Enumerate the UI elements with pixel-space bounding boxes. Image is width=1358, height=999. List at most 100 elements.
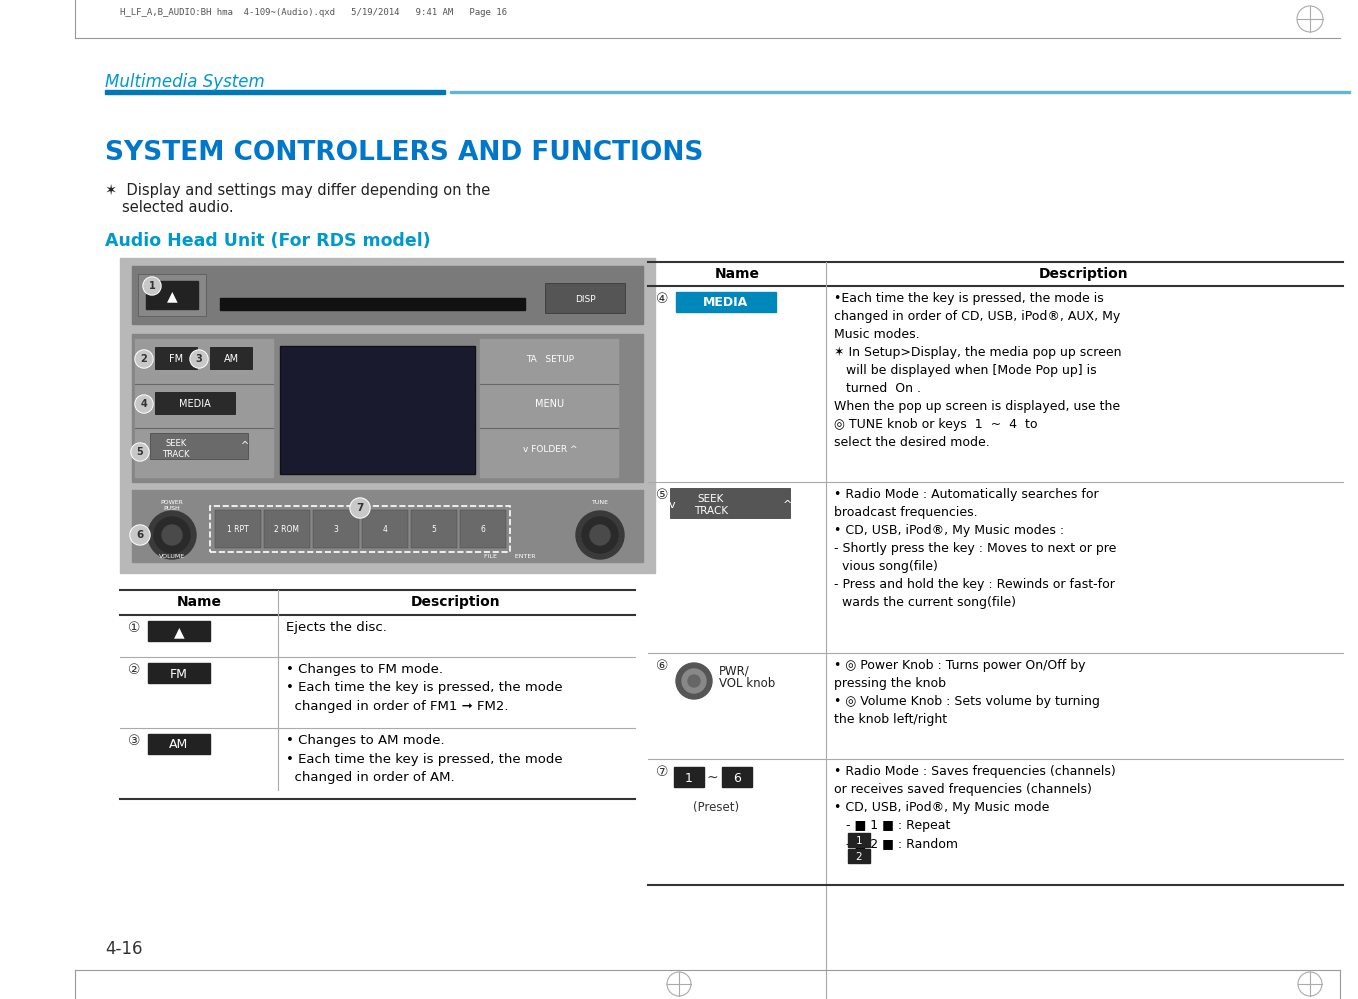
Circle shape <box>583 517 618 553</box>
Bar <box>449 91 1350 93</box>
Bar <box>676 292 775 312</box>
Text: TA   SETUP: TA SETUP <box>526 355 574 364</box>
Text: 1: 1 <box>684 771 693 784</box>
Bar <box>155 392 235 414</box>
Circle shape <box>136 351 152 367</box>
Bar <box>147 281 198 309</box>
Text: ^: ^ <box>782 500 792 510</box>
Text: ②: ② <box>128 663 140 677</box>
Text: • Radio Mode : Saves frequencies (channels)
or receives saved frequencies (chann: • Radio Mode : Saves frequencies (channe… <box>834 765 1116 850</box>
Text: ⑥: ⑥ <box>656 659 668 673</box>
Bar <box>674 767 703 787</box>
Text: 5: 5 <box>137 447 144 457</box>
Bar <box>363 510 407 548</box>
Text: 4: 4 <box>141 399 148 409</box>
Text: •Each time the key is pressed, the mode is
changed in order of CD, USB, iPod®, A: •Each time the key is pressed, the mode … <box>834 292 1122 449</box>
Circle shape <box>191 351 206 367</box>
Text: v FOLDER ^: v FOLDER ^ <box>523 445 577 454</box>
Text: • Radio Mode : Automatically searches for
broadcast frequencies.
• CD, USB, iPod: • Radio Mode : Automatically searches fo… <box>834 488 1116 609</box>
Text: ▲: ▲ <box>174 625 185 639</box>
Bar <box>134 339 273 477</box>
Text: 6: 6 <box>733 771 741 784</box>
Circle shape <box>350 498 369 518</box>
Text: FM: FM <box>170 667 187 680</box>
Text: SEEK
TRACK: SEEK TRACK <box>694 495 728 515</box>
Circle shape <box>162 525 182 545</box>
Circle shape <box>134 350 153 368</box>
Text: AM: AM <box>170 738 189 751</box>
Bar <box>263 510 310 548</box>
Text: 3: 3 <box>334 525 338 534</box>
Text: 2 ROM: 2 ROM <box>274 525 300 534</box>
Text: MEDIA: MEDIA <box>179 399 210 409</box>
Bar <box>220 298 526 310</box>
Text: MEDIA: MEDIA <box>703 297 748 310</box>
Circle shape <box>130 526 149 544</box>
Text: 7: 7 <box>356 503 364 513</box>
Bar <box>280 346 475 474</box>
Circle shape <box>130 525 149 545</box>
Text: 5: 5 <box>432 525 436 534</box>
Text: Audio Head Unit (For RDS model): Audio Head Unit (For RDS model) <box>105 232 430 250</box>
Circle shape <box>153 517 190 553</box>
Text: H_LF_A,B_AUDIO:BH hma  4-109~(Audio).qxd   5/19/2014   9:41 AM   Page 16: H_LF_A,B_AUDIO:BH hma 4-109~(Audio).qxd … <box>120 8 507 17</box>
Circle shape <box>689 675 699 687</box>
Text: 1: 1 <box>856 836 862 846</box>
Bar <box>847 833 870 847</box>
Text: ③: ③ <box>128 734 140 748</box>
Circle shape <box>136 396 152 412</box>
Text: VOL knob: VOL knob <box>718 677 775 690</box>
Bar <box>479 339 618 477</box>
Text: ✶  Display and settings may differ depending on the: ✶ Display and settings may differ depend… <box>105 183 490 198</box>
Text: TUNE: TUNE <box>592 500 608 505</box>
Text: ▲: ▲ <box>167 289 178 303</box>
Circle shape <box>143 277 162 295</box>
Bar <box>105 90 445 94</box>
Text: Name: Name <box>714 267 759 281</box>
Bar <box>411 510 458 548</box>
Text: VOLUME: VOLUME <box>159 554 185 559</box>
Text: ①: ① <box>128 621 140 635</box>
Text: Multimedia System: Multimedia System <box>105 73 265 91</box>
Text: ⑦: ⑦ <box>656 765 668 779</box>
Text: FM: FM <box>168 354 183 364</box>
Text: 4: 4 <box>383 525 387 534</box>
Text: 1 RPT: 1 RPT <box>227 525 249 534</box>
Bar <box>669 488 790 518</box>
Bar <box>215 510 261 548</box>
Text: 4-16: 4-16 <box>105 940 143 958</box>
Circle shape <box>589 525 610 545</box>
Text: PWR/: PWR/ <box>718 664 750 677</box>
Text: ~: ~ <box>706 771 718 785</box>
Text: • Changes to AM mode.
• Each time the key is pressed, the mode
  changed in orde: • Changes to AM mode. • Each time the ke… <box>287 734 562 784</box>
Bar <box>132 266 642 324</box>
Text: ⑤: ⑤ <box>656 488 668 502</box>
Text: SEEK
TRACK: SEEK TRACK <box>162 440 190 459</box>
Bar <box>120 258 655 573</box>
Text: Name: Name <box>177 595 221 609</box>
Bar <box>312 510 359 548</box>
Text: 2: 2 <box>141 354 148 364</box>
Text: selected audio.: selected audio. <box>122 200 234 215</box>
Text: Description: Description <box>1039 267 1128 281</box>
Text: MENU: MENU <box>535 399 565 409</box>
Bar <box>210 506 511 552</box>
Circle shape <box>576 511 623 559</box>
Bar <box>155 347 197 369</box>
Text: 6: 6 <box>136 530 144 540</box>
Bar <box>148 734 210 754</box>
Text: Description: Description <box>411 595 501 609</box>
Bar <box>139 274 206 316</box>
Text: ④: ④ <box>656 292 668 306</box>
Circle shape <box>134 395 153 413</box>
Text: DISP: DISP <box>574 295 595 304</box>
Text: • ◎ Power Knob : Turns power On/Off by
pressing the knob
• ◎ Volume Knob : Sets : • ◎ Power Knob : Turns power On/Off by p… <box>834 659 1100 726</box>
Bar <box>210 347 253 369</box>
Text: (Preset): (Preset) <box>693 801 739 814</box>
Text: 1: 1 <box>148 281 155 291</box>
Bar <box>545 283 625 313</box>
Circle shape <box>676 663 712 699</box>
Circle shape <box>148 511 196 559</box>
Bar <box>149 433 249 459</box>
Text: SYSTEM CONTROLLERS AND FUNCTIONS: SYSTEM CONTROLLERS AND FUNCTIONS <box>105 140 703 166</box>
